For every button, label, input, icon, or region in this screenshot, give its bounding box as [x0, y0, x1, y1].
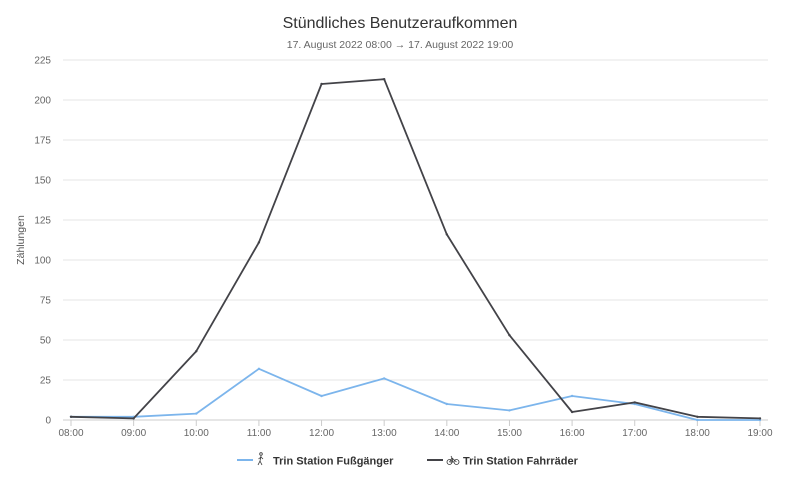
- x-tick-label: 13:00: [372, 428, 397, 439]
- series-line-0[interactable]: [70, 367, 761, 421]
- series-lines[interactable]: [69, 78, 762, 422]
- bicycle-icon: [446, 455, 460, 465]
- y-tick-label: 225: [34, 56, 51, 67]
- chart-subtitle: 17. August 2022 08:00 → 17. August 2022 …: [287, 39, 514, 51]
- y-tick-label: 175: [34, 136, 51, 147]
- x-tick-label: 12:00: [309, 428, 334, 439]
- series-1-point[interactable]: [696, 415, 699, 418]
- y-tick-label: 0: [45, 416, 51, 427]
- series-1-point[interactable]: [257, 241, 261, 244]
- series-1-point[interactable]: [570, 410, 574, 414]
- series-1-point[interactable]: [132, 417, 135, 420]
- y-tick-label: 100: [34, 256, 51, 267]
- y-tick-label: 25: [40, 376, 52, 387]
- series-1-point[interactable]: [320, 82, 323, 86]
- y-tick-label: 200: [34, 96, 51, 107]
- y-tick-label: 125: [34, 216, 51, 227]
- x-tick-label: 15:00: [497, 428, 522, 439]
- series-0-point[interactable]: [195, 412, 198, 415]
- x-tick-label: 19:00: [747, 428, 772, 439]
- series-1-point[interactable]: [382, 78, 386, 81]
- x-tick-label: 14:00: [434, 428, 459, 439]
- x-tick-label: 18:00: [685, 428, 710, 439]
- legend-item-1[interactable]: Trin Station Fahrräder: [427, 456, 579, 468]
- series-0-point[interactable]: [382, 377, 386, 380]
- series-1-point[interactable]: [633, 401, 636, 404]
- y-tick-label: 50: [40, 336, 52, 347]
- legend-item-0[interactable]: Trin Station Fußgänger: [237, 452, 394, 468]
- y-tick-label: 150: [34, 176, 51, 187]
- x-tick-label: 16:00: [560, 428, 585, 439]
- series-1-point[interactable]: [69, 415, 73, 418]
- series-0-point[interactable]: [445, 402, 449, 406]
- legend-label: Trin Station Fußgänger: [273, 456, 394, 468]
- x-axis-ticks: 08:00 09:00 10:00 11:00 12:00 13:00 14:00 15:00…: [58, 420, 773, 439]
- x-tick-label: 11:00: [247, 428, 272, 439]
- grid-lines: [63, 59, 768, 421]
- x-tick-label: 09:00: [121, 428, 146, 439]
- series-0-point[interactable]: [570, 394, 574, 398]
- chart-title: Stündliches Benutzeraufkommen: [283, 15, 518, 32]
- series-0-point[interactable]: [257, 367, 261, 370]
- series-1-point[interactable]: [758, 417, 762, 420]
- pedestrian-icon: [257, 452, 264, 466]
- y-axis-ticks: 0 25 50 75 100 125 150 175 200 225: [34, 56, 51, 427]
- x-tick-label: 10:00: [184, 428, 209, 439]
- y-tick-label: 75: [40, 296, 52, 307]
- series-1-point[interactable]: [195, 350, 198, 353]
- x-tick-label: 08:00: [58, 428, 83, 439]
- series-line-1[interactable]: [70, 78, 761, 420]
- x-tick-label: 17:00: [622, 428, 647, 439]
- series-0-point[interactable]: [320, 394, 323, 398]
- legend-label: Trin Station Fahrräder: [463, 456, 579, 468]
- series-0-point[interactable]: [508, 409, 511, 412]
- y-axis-label: Zählungen: [15, 215, 27, 265]
- legend[interactable]: Trin Station Fußgänger Trin Station Fahrr…: [237, 452, 579, 468]
- series-1-point[interactable]: [445, 233, 449, 236]
- series-1-point[interactable]: [508, 334, 511, 337]
- series-0-point[interactable]: [696, 418, 699, 422]
